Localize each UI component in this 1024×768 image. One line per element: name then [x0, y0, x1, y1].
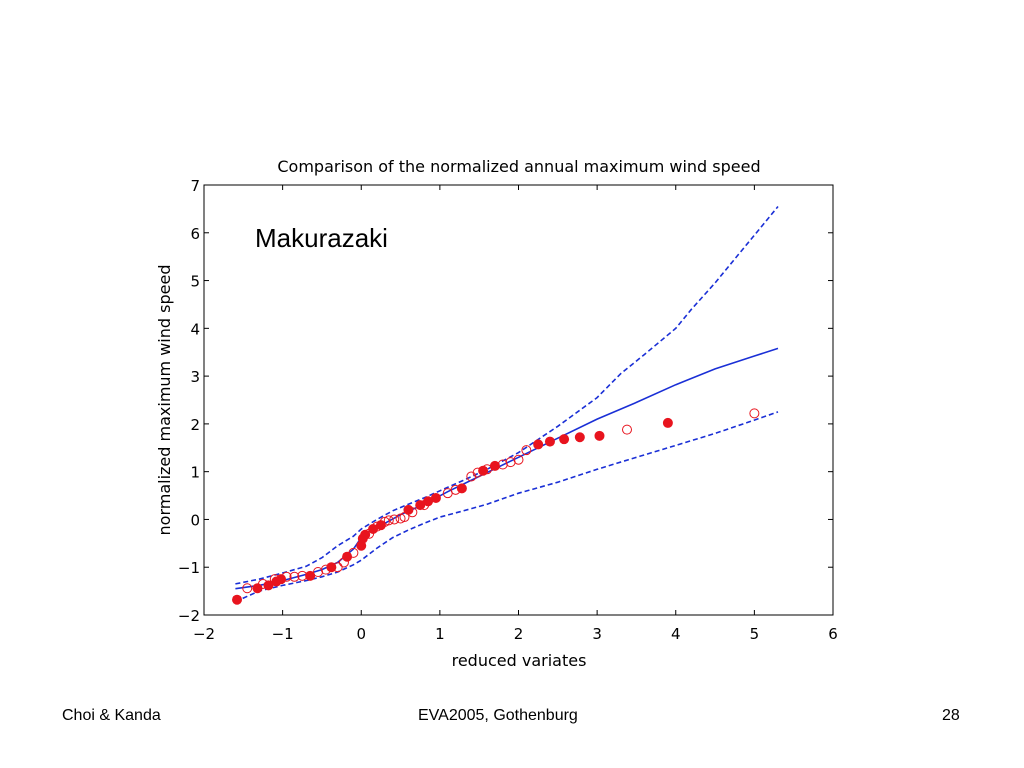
- filled-data-point: [574, 432, 585, 443]
- y-tick-label: 3: [190, 368, 200, 386]
- y-tick-label: 0: [190, 511, 200, 529]
- y-tick-label: 6: [190, 225, 200, 243]
- open-data-point: [242, 583, 253, 594]
- x-axis-ticks: −2 −1 0 1 2 3 4 5 6: [193, 185, 838, 643]
- x-tick-label: 1: [435, 625, 445, 643]
- filled-data-point: [305, 570, 316, 581]
- filled-data-point: [368, 524, 379, 534]
- y-tick-label: −1: [178, 559, 200, 577]
- filled-data-point: [489, 460, 500, 471]
- open-data-point: [505, 457, 516, 468]
- confidence-bound-line: [235, 205, 779, 585]
- x-tick-label: −2: [193, 625, 215, 643]
- filled-data-point: [360, 529, 371, 540]
- y-tick-label: −2: [178, 607, 200, 625]
- x-tick-label: 0: [356, 625, 366, 643]
- open-data-point: [289, 571, 300, 582]
- footer-authors: Choi & Kanda: [62, 707, 161, 724]
- y-tick-label: 4: [190, 320, 200, 338]
- filled-data-point: [662, 417, 673, 428]
- series-points: [232, 408, 760, 605]
- filled-data-point: [326, 562, 337, 573]
- y-tick-label: 7: [190, 177, 200, 195]
- y-tick-label: 5: [190, 273, 200, 291]
- station-annotation: Makurazaki: [255, 223, 388, 253]
- filled-data-point: [533, 439, 544, 450]
- x-tick-label: 2: [514, 625, 524, 643]
- y-tick-label: 2: [190, 416, 200, 434]
- filled-data-point: [232, 594, 243, 605]
- open-data-point: [521, 445, 532, 456]
- x-tick-label: −1: [272, 625, 294, 643]
- chart: Comparison of the normalized annual maxi…: [155, 157, 838, 670]
- y-axis-label: normalized maximum wind speed: [155, 265, 174, 536]
- filled-data-point: [276, 574, 287, 585]
- filled-data-point: [252, 583, 263, 594]
- x-axis-label: reduced variates: [452, 651, 587, 670]
- filled-data-point: [375, 520, 386, 531]
- fitted-line: [235, 347, 779, 590]
- filled-data-point: [478, 465, 489, 476]
- y-tick-label: 1: [190, 464, 200, 482]
- chart-title: Comparison of the normalized annual maxi…: [277, 157, 760, 176]
- filled-data-point: [415, 500, 426, 511]
- open-data-point: [513, 454, 524, 465]
- open-data-point: [749, 408, 760, 419]
- open-data-point: [389, 514, 400, 525]
- footer-conference: EVA2005, Gothenburg: [418, 707, 578, 724]
- filled-data-point: [423, 496, 434, 507]
- filled-data-point: [594, 430, 605, 441]
- series-lines: [235, 205, 779, 603]
- filled-data-point: [403, 504, 414, 515]
- filled-data-point: [456, 483, 467, 494]
- filled-data-point: [430, 492, 441, 503]
- y-axis-ticks: −2 −1 0 1 2 3 4 5 6 7: [178, 177, 833, 625]
- filled-data-point: [342, 551, 353, 562]
- x-tick-label: 6: [828, 625, 838, 643]
- footer-page-number: 28: [942, 707, 960, 724]
- open-data-point: [622, 424, 633, 435]
- x-tick-label: 3: [592, 625, 602, 643]
- filled-data-point: [263, 580, 274, 591]
- filled-data-point: [559, 434, 570, 445]
- open-data-point: [383, 515, 394, 526]
- x-tick-label: 5: [750, 625, 760, 643]
- x-tick-label: 4: [671, 625, 681, 643]
- open-data-point: [313, 567, 324, 577]
- confidence-bound-line: [235, 411, 779, 603]
- filled-data-point: [544, 436, 555, 447]
